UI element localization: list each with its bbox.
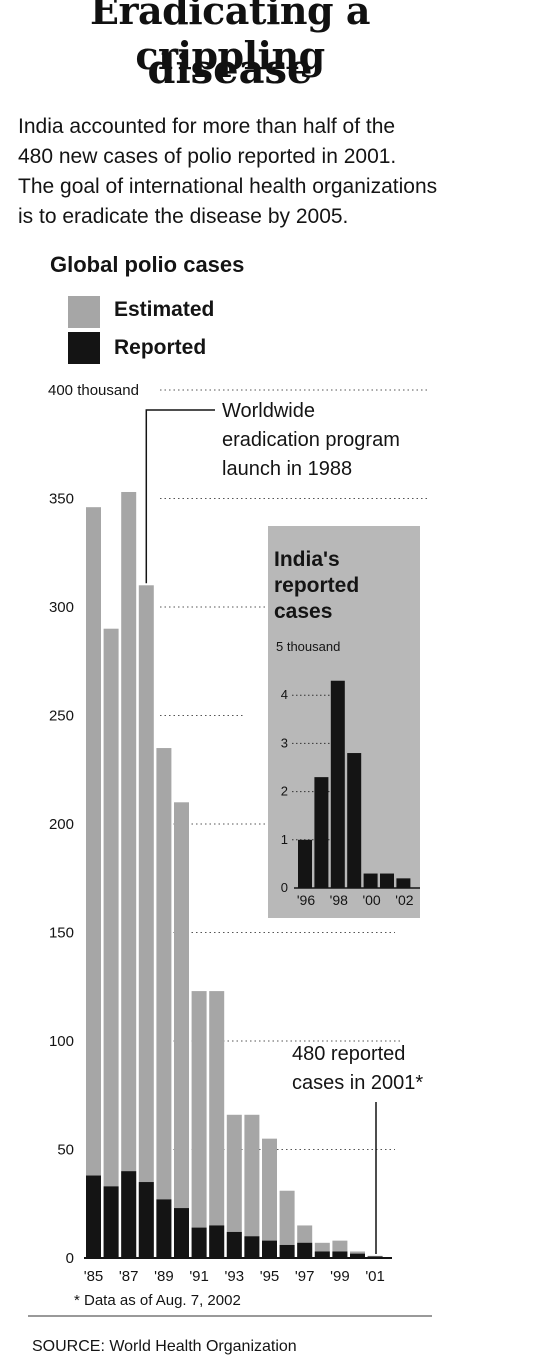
bar-estimated-1993 bbox=[226, 1114, 242, 1258]
bar-estimated-1996 bbox=[279, 1190, 295, 1258]
bar-reported-1988 bbox=[138, 1182, 154, 1258]
inset-bar-2000 bbox=[380, 873, 394, 888]
inset-y-tick-label-4: 4 bbox=[281, 687, 288, 702]
inset-y-tick-label-5: 5 thousand bbox=[276, 639, 340, 654]
x-tick-label-01: '01 bbox=[365, 1268, 385, 1285]
bar-estimated-1988 bbox=[138, 585, 154, 1258]
inset-x-tick-label-96: '96 bbox=[297, 892, 315, 908]
x-tick-label-93: '93 bbox=[225, 1268, 245, 1285]
x-tick-label-85: '85 bbox=[84, 1268, 104, 1285]
y-tick-label-350: 350 bbox=[49, 491, 74, 508]
launch-annotation-line-1: Worldwide bbox=[222, 400, 315, 422]
bar-reported-1995 bbox=[262, 1240, 277, 1258]
bar-reported-1985 bbox=[86, 1175, 101, 1258]
bar-estimated-1994 bbox=[244, 1114, 260, 1258]
annotation-2001-line-1: 480 reported bbox=[292, 1043, 405, 1065]
headline-line-2: disease bbox=[147, 46, 313, 93]
legend-label-reported: Reported bbox=[114, 336, 207, 359]
legend-label-estimated: Estimated bbox=[114, 298, 215, 321]
annotation-2001-line-2: cases in 2001* bbox=[292, 1072, 423, 1094]
y-tick-label-300: 300 bbox=[49, 599, 74, 616]
bar-estimated-1989 bbox=[156, 748, 172, 1258]
legend-swatch-estimated bbox=[68, 296, 100, 328]
launch-callout-line bbox=[145, 409, 215, 584]
y-tick-label-0: 0 bbox=[66, 1250, 74, 1267]
inset-y-tick-label-3: 3 bbox=[281, 735, 288, 750]
inset-x-tick-label-02: '02 bbox=[395, 892, 413, 908]
y-tick-label-400: 400 thousand bbox=[48, 382, 139, 399]
inset-title-line-2: reported bbox=[274, 574, 359, 597]
bar-reported-1999 bbox=[332, 1251, 348, 1258]
x-tick-label-99: '99 bbox=[330, 1268, 350, 1285]
inset-x-tick-label-98: '98 bbox=[330, 892, 348, 908]
footnote: * Data as of Aug. 7, 2002 bbox=[74, 1292, 241, 1309]
inset-bar-2001 bbox=[396, 878, 411, 888]
inset-title-line-3: cases bbox=[274, 600, 332, 623]
y-tick-label-50: 50 bbox=[57, 1142, 74, 1159]
bar-reported-1994 bbox=[244, 1236, 260, 1258]
bar-reported-1998 bbox=[314, 1251, 330, 1258]
bar-estimated-1985 bbox=[86, 507, 101, 1258]
inset-bar-1995 bbox=[298, 839, 312, 888]
y-tick-label-250: 250 bbox=[49, 708, 74, 725]
inset-bar-1997 bbox=[330, 680, 345, 888]
inset-bar-1996 bbox=[314, 777, 329, 888]
x-tick-label-87: '87 bbox=[119, 1268, 139, 1285]
launch-annotation-line-2: eradication program bbox=[222, 429, 400, 451]
x-tick-label-91: '91 bbox=[189, 1268, 209, 1285]
bar-reported-1996 bbox=[279, 1244, 295, 1258]
bar-estimated-1992 bbox=[209, 991, 225, 1258]
inset-x-tick-label-00: '00 bbox=[362, 892, 380, 908]
x-tick-label-89: '89 bbox=[154, 1268, 174, 1285]
bar-reported-1992 bbox=[209, 1225, 225, 1258]
intro-text: India accounted for more than half of th… bbox=[18, 112, 458, 232]
intro-line-4: is to eradicate the disease by 2005. bbox=[18, 205, 349, 228]
bar-reported-1997 bbox=[297, 1242, 313, 1258]
inset-bar-1998 bbox=[347, 753, 362, 888]
source-note: SOURCE: World Health Organization bbox=[32, 1338, 297, 1355]
y-tick-label-100: 100 bbox=[49, 1033, 74, 1050]
intro-line-3: The goal of international health organiz… bbox=[18, 175, 438, 198]
bar-reported-1993 bbox=[226, 1231, 242, 1258]
bar-reported-1987 bbox=[121, 1171, 137, 1258]
headline-line-1: Eradicating a crippling bbox=[90, 0, 370, 78]
inset-y-tick-label-0: 0 bbox=[281, 880, 288, 895]
y-tick-label-150: 150 bbox=[49, 925, 74, 942]
chart-title: Global polio cases bbox=[50, 252, 245, 277]
inset-bar-1999 bbox=[363, 873, 378, 888]
launch-annotation-line-3: launch in 1988 bbox=[222, 458, 352, 480]
x-tick-label-95: '95 bbox=[260, 1268, 280, 1285]
bar-estimated-1995 bbox=[262, 1138, 277, 1258]
bar-reported-2000 bbox=[350, 1253, 365, 1258]
inset-title-line-1: India's bbox=[274, 548, 340, 571]
legend-swatch-reported bbox=[68, 332, 100, 364]
bar-estimated-1990 bbox=[174, 802, 189, 1258]
x-tick-label-97: '97 bbox=[295, 1268, 315, 1285]
bar-estimated-1991 bbox=[191, 991, 207, 1258]
bar-reported-1989 bbox=[156, 1199, 172, 1258]
intro-line-1: India accounted for more than half of th… bbox=[18, 115, 396, 138]
intro-line-2: 480 new cases of polio reported in 2001. bbox=[18, 145, 397, 168]
inset-y-tick-label-1: 1 bbox=[281, 832, 288, 847]
bar-reported-1991 bbox=[191, 1227, 207, 1258]
bar-reported-1990 bbox=[174, 1208, 189, 1258]
inset-y-tick-label-2: 2 bbox=[281, 784, 288, 799]
y-tick-label-200: 200 bbox=[49, 816, 74, 833]
bar-reported-1986 bbox=[103, 1186, 119, 1258]
bar-estimated-1986 bbox=[103, 628, 119, 1258]
bar-estimated-1987 bbox=[121, 491, 137, 1258]
